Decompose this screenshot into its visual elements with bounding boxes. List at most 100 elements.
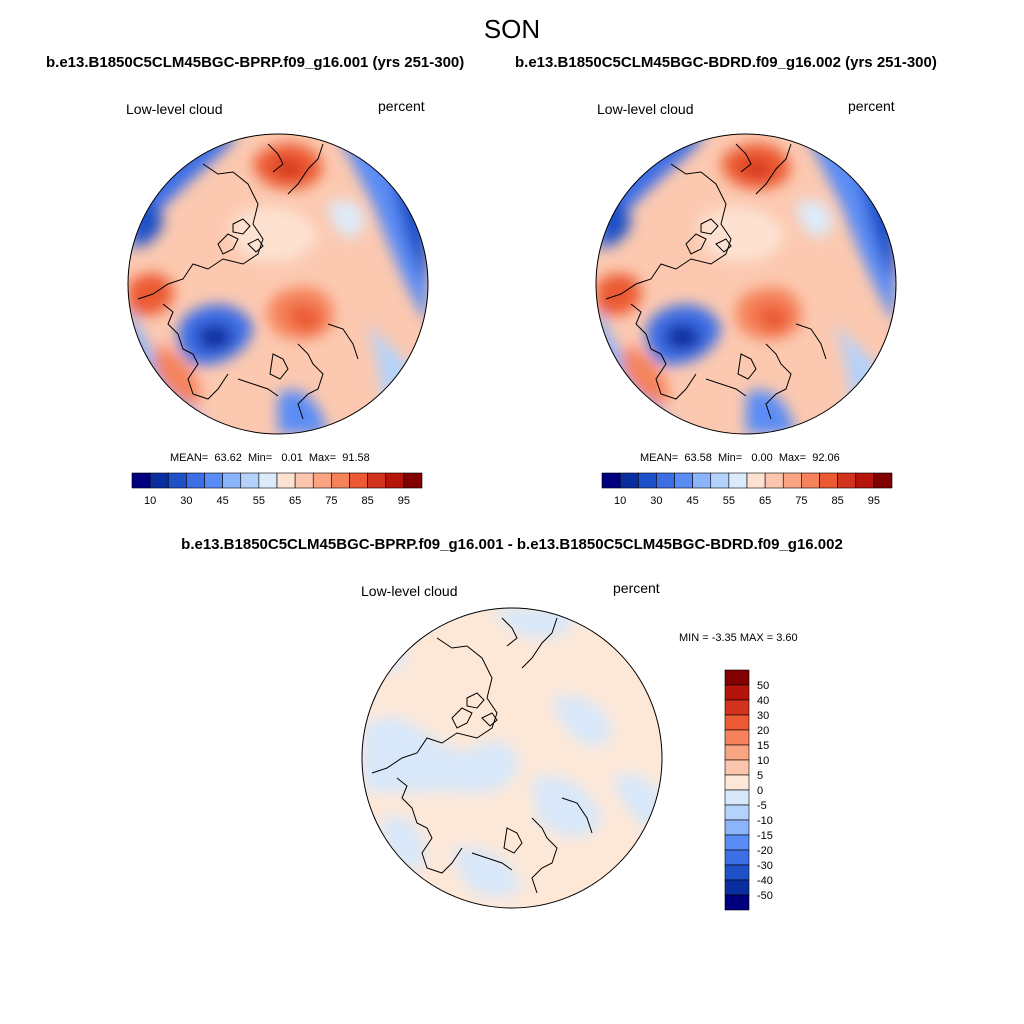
colorbar-tick-label: 95 <box>398 495 410 507</box>
colorbar-swatch <box>367 472 387 489</box>
panel1-min-label: Min= <box>248 452 273 464</box>
difference-units-label: percent <box>613 580 660 596</box>
colorbar-swatch <box>637 472 657 489</box>
colorbar-swatch <box>724 729 750 746</box>
colorbar-tick-label: 85 <box>832 495 844 507</box>
difference-map <box>361 607 663 909</box>
panel1-min-value: 0.01 <box>281 452 303 464</box>
colorbar-swatch <box>855 472 875 489</box>
colorbar-swatch <box>619 472 639 489</box>
colorbar-swatch <box>837 472 857 489</box>
panel2-units-label: percent <box>848 98 895 114</box>
colorbar-tick-label: 30 <box>757 710 769 722</box>
colorbar-swatch <box>724 849 750 866</box>
colorbar-tick-label: 10 <box>144 495 156 507</box>
colorbar-swatch <box>728 472 748 489</box>
panel1-map-border <box>127 133 429 435</box>
colorbar-swatch <box>724 834 750 851</box>
difference-map-border <box>361 607 663 909</box>
panel1-map <box>127 133 429 435</box>
colorbar-swatch <box>167 472 187 489</box>
colorbar-tick-label: 30 <box>180 495 192 507</box>
panel1-max-label: Max= <box>308 452 337 464</box>
colorbar-swatch <box>724 789 750 806</box>
colorbar-swatch <box>349 472 368 489</box>
colorbar-swatch <box>724 894 750 911</box>
colorbar-swatch <box>724 819 750 836</box>
colorbar-swatch <box>331 472 350 489</box>
colorbar-swatch <box>724 879 750 896</box>
colorbar-swatch <box>724 759 750 776</box>
colorbar-tick-label: -30 <box>757 860 773 872</box>
panel2-min-value: 0.00 <box>751 452 773 464</box>
colorbar-tick-label: -15 <box>757 830 773 842</box>
colorbar-tick-label: 85 <box>362 495 374 507</box>
colorbar-swatch <box>801 472 820 489</box>
panel1-colorbar: 10 30 45 55 65 75 85 95 <box>131 472 423 507</box>
panel2-mean-label: MEAN= <box>640 452 679 464</box>
colorbar-tick-label: 65 <box>759 495 771 507</box>
panel2-max-value: 92.06 <box>812 452 840 464</box>
panel2-map-border <box>595 133 897 435</box>
panel1-max-value: 91.58 <box>342 452 370 464</box>
panel2-max-label: Max= <box>778 452 807 464</box>
colorbar-swatch <box>674 472 693 489</box>
colorbar-swatch <box>764 472 784 489</box>
colorbar-swatch <box>724 864 750 881</box>
panel2-map <box>595 133 897 435</box>
panel1-stats: MEAN= 63.62 Min= 0.01 Max= 91.58 <box>170 452 370 464</box>
colorbar-tick-label: -10 <box>757 815 773 827</box>
colorbar-swatch <box>724 699 750 716</box>
colorbar-swatch <box>724 669 750 686</box>
colorbar-tick-label: 95 <box>868 495 880 507</box>
panel1-units-label: percent <box>378 98 425 114</box>
panel2-stats: MEAN= 63.58 Min= 0.00 Max= 92.06 <box>640 452 840 464</box>
colorbar-tick-label: 45 <box>217 495 229 507</box>
colorbar-tick-label: 50 <box>757 680 769 692</box>
panel1-case-title: b.e13.B1850C5CLM45BGC-BPRP.f09_g16.001 (… <box>46 54 465 71</box>
colorbar-tick-label: 15 <box>757 740 769 752</box>
colorbar-swatch <box>601 472 621 489</box>
colorbar-swatch <box>276 472 296 489</box>
colorbar-swatch <box>746 472 766 489</box>
colorbar-swatch <box>724 684 750 701</box>
colorbar-swatch <box>656 472 675 489</box>
colorbar-tick-label: 45 <box>687 495 699 507</box>
difference-title: b.e13.B1850C5CLM45BGC-BPRP.f09_g16.001 -… <box>181 536 843 553</box>
colorbar-swatch <box>724 744 750 761</box>
colorbar-swatch <box>312 472 332 489</box>
panel1-mean-label: MEAN= <box>170 452 209 464</box>
colorbar-swatch <box>724 804 750 821</box>
colorbar-swatch <box>692 472 712 489</box>
colorbar-swatch <box>724 714 750 731</box>
colorbar-tick-label: 10 <box>757 755 769 767</box>
panel2-min-label: Min= <box>718 452 743 464</box>
colorbar-tick-label: 20 <box>757 725 769 737</box>
colorbar-swatch <box>403 472 423 489</box>
panel1-mean-value: 63.62 <box>214 452 242 464</box>
colorbar-swatch <box>240 472 260 489</box>
colorbar-swatch <box>294 472 314 489</box>
colorbar-tick-label: 55 <box>723 495 735 507</box>
colorbar-swatch <box>819 472 838 489</box>
colorbar-tick-label: 40 <box>757 695 769 707</box>
colorbar-swatch <box>724 774 750 791</box>
panel2-colorbar: 10 30 45 55 65 75 85 95 <box>601 472 893 507</box>
colorbar-tick-label: 30 <box>650 495 662 507</box>
figure-season-title: SON <box>483 14 541 44</box>
colorbar-swatch <box>258 472 278 489</box>
colorbar-tick-label: -40 <box>757 875 773 887</box>
colorbar-tick-label: -5 <box>757 800 767 812</box>
colorbar-swatch <box>710 472 730 489</box>
colorbar-swatch <box>204 472 223 489</box>
colorbar-swatch <box>385 472 405 489</box>
colorbar-tick-label: 10 <box>614 495 626 507</box>
colorbar-tick-label: -20 <box>757 845 773 857</box>
colorbar-tick-label: 0 <box>757 785 763 797</box>
colorbar-swatch <box>131 472 151 489</box>
difference-minmax: MIN = -3.35 MAX = 3.60 <box>679 632 798 644</box>
panel2-case-title: b.e13.B1850C5CLM45BGC-BDRD.f09_g16.002 (… <box>515 54 937 71</box>
colorbar-swatch <box>222 472 242 489</box>
